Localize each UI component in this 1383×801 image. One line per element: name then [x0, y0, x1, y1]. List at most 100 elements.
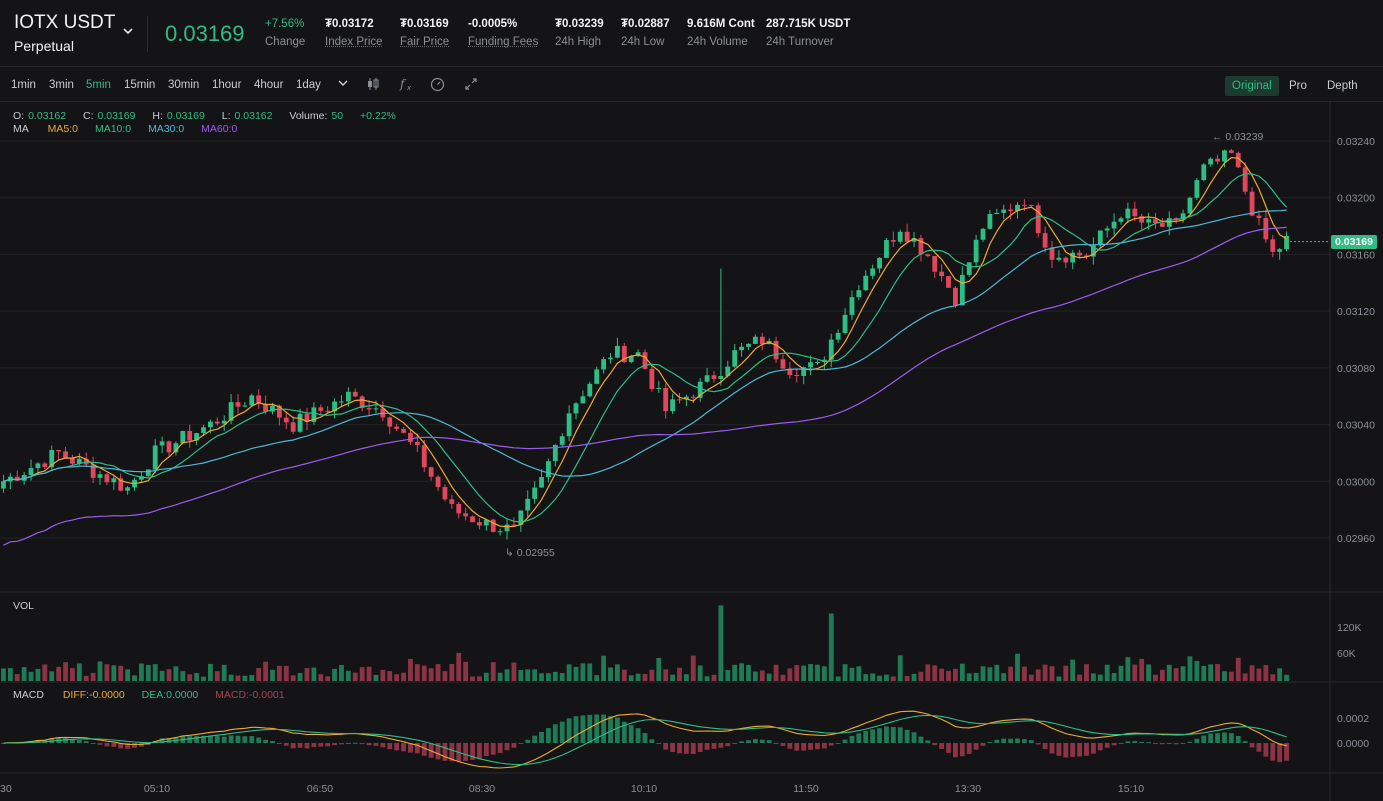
candle-body: [628, 356, 634, 363]
volume-bar: [559, 673, 565, 681]
timeframe-1day[interactable]: 1day: [296, 79, 321, 91]
time-tick-label: 10:10: [631, 783, 657, 795]
volume-bar: [746, 664, 751, 681]
gauge-icon[interactable]: [430, 77, 445, 95]
macd-bar: [83, 741, 89, 743]
stat-value: ₮0.03169: [400, 18, 449, 30]
candle-body: [1201, 164, 1207, 181]
volume-bar: [1015, 653, 1020, 681]
volume-bar: [904, 676, 910, 681]
volume-bar: [884, 674, 889, 681]
candle-body: [221, 420, 227, 424]
macd-bar: [752, 739, 758, 743]
candle-body: [345, 391, 351, 402]
volume-bar: [525, 669, 531, 681]
candle-body: [1277, 249, 1283, 252]
volume-bar: [608, 667, 613, 681]
macd-bar: [821, 743, 827, 749]
volume-bar: [242, 675, 248, 681]
macd-bar: [1201, 735, 1207, 743]
candle-body: [849, 297, 855, 315]
stat-label: Index Price: [325, 36, 383, 48]
price-tick-label: 0.03000: [1337, 476, 1375, 488]
macd-bar: [1008, 738, 1014, 743]
volume-bar: [111, 665, 117, 681]
candle-body: [904, 231, 910, 242]
volume-bar: [897, 655, 903, 681]
macd-bar: [663, 743, 669, 750]
candlestick-type-icon[interactable]: [366, 77, 380, 94]
volume-bar: [1187, 656, 1193, 681]
candle-body: [1180, 213, 1186, 220]
stat-funding-fees[interactable]: -0.0005% Funding Fees: [468, 18, 538, 48]
macd-bar: [483, 743, 489, 757]
stat-index-price[interactable]: ₮0.03172 Index Price: [325, 18, 383, 48]
timeframe-1hour[interactable]: 1hour: [212, 79, 242, 91]
candle-body: [249, 395, 255, 406]
stat-fair-price[interactable]: ₮0.03169 Fair Price: [400, 18, 449, 48]
macd-bar: [490, 743, 496, 755]
current-price-tag: 0.03169: [1331, 235, 1377, 249]
volume-bar: [649, 669, 655, 681]
volume-bar: [1215, 664, 1220, 681]
volume-bar: [490, 662, 496, 681]
volume-bar: [566, 664, 572, 681]
macd-bar: [1056, 743, 1062, 756]
macd-bar: [318, 743, 324, 747]
volume-bar: [552, 671, 558, 681]
macd-bar: [718, 743, 724, 748]
candle-body: [1111, 221, 1117, 229]
time-tick-label: 15:10: [1118, 783, 1144, 795]
stat-label: Fair Price: [400, 36, 450, 48]
candle-body: [463, 513, 469, 517]
candle-body: [14, 476, 20, 481]
view-original[interactable]: Original: [1225, 76, 1279, 96]
macd-bar: [656, 743, 662, 744]
candle-body: [539, 477, 544, 488]
diff-value: DIFF:-0.0000: [62, 689, 125, 701]
volume-bar: [849, 667, 855, 681]
view-depth[interactable]: Depth: [1327, 80, 1358, 92]
timeframe-5min[interactable]: 5min: [86, 79, 111, 91]
macd-bar: [697, 743, 703, 752]
macd-bar: [546, 728, 551, 743]
candle-body: [173, 443, 179, 453]
contract-type[interactable]: Perpetual: [14, 38, 74, 54]
macd-bar: [925, 740, 931, 743]
volume-bar: [1222, 671, 1227, 681]
volume-bar: [732, 664, 738, 681]
volume-bar: [408, 658, 413, 681]
macd-bar: [587, 714, 593, 743]
ma60-value: MA60:0: [201, 123, 238, 135]
candle-body: [201, 427, 206, 434]
candle-body: [614, 345, 620, 358]
volume-bar: [373, 674, 379, 681]
macd-bar: [904, 729, 910, 743]
chevron-down-icon[interactable]: [121, 24, 135, 38]
volume-bar: [635, 673, 641, 681]
chart-canvas[interactable]: 0.03240 0.03200 0.03160 0.03120 0.03080 0.030…: [0, 102, 1383, 801]
timeframe-1min[interactable]: 1min: [11, 79, 36, 91]
candle-body: [546, 461, 551, 478]
macd-bar: [1277, 743, 1283, 763]
chevron-down-icon[interactable]: [336, 76, 350, 93]
volume-bar: [276, 665, 282, 681]
macd-bar: [711, 743, 717, 749]
macd-bar: [1097, 743, 1103, 751]
timeframe-3min[interactable]: 3min: [49, 79, 74, 91]
candle-body: [207, 421, 213, 428]
volume-bar: [683, 674, 689, 681]
symbol-name[interactable]: IOTX USDT: [14, 12, 116, 33]
volume-bar: [28, 671, 34, 681]
candle-body: [145, 469, 151, 477]
macd-bar: [49, 738, 55, 743]
candle-body: [1132, 208, 1138, 217]
fullscreen-icon[interactable]: [464, 77, 478, 94]
view-pro[interactable]: Pro: [1289, 80, 1307, 92]
low-annotation: ↳ 0.02955: [505, 547, 555, 559]
timeframe-30min[interactable]: 30min: [168, 79, 200, 91]
timeframe-15min[interactable]: 15min: [124, 79, 156, 91]
stat-label: Funding Fees: [468, 36, 539, 48]
timeframe-4hour[interactable]: 4hour: [254, 79, 284, 91]
